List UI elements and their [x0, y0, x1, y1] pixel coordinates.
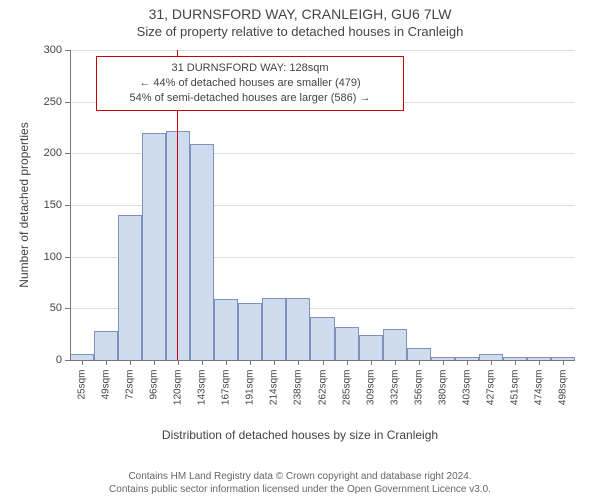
x-tick-label: 451sqm	[509, 370, 520, 420]
chart-subtitle: Size of property relative to detached ho…	[0, 22, 600, 39]
x-tick-label: 285sqm	[341, 370, 352, 420]
footer-line-2: Contains public sector information licen…	[0, 483, 600, 496]
y-axis-line	[70, 50, 71, 360]
y-tick-label: 100	[28, 251, 62, 263]
y-tick-label: 0	[28, 354, 62, 366]
x-tick-label: 498sqm	[557, 370, 568, 420]
annotation-line-1: 31 DURNSFORD WAY: 128sqm	[105, 61, 395, 76]
x-tick-label: 262sqm	[317, 370, 328, 420]
chart-title: 31, DURNSFORD WAY, CRANLEIGH, GU6 7LW	[0, 0, 600, 22]
annotation-line-2: ← 44% of detached houses are smaller (47…	[105, 76, 395, 91]
histogram-bar	[238, 303, 262, 360]
y-tick-label: 150	[28, 199, 62, 211]
x-tick-label: 25sqm	[77, 370, 88, 420]
x-tick-label: 356sqm	[413, 370, 424, 420]
histogram-bar	[262, 298, 286, 360]
x-tick-label: 214sqm	[269, 370, 280, 420]
histogram-bar	[335, 327, 359, 360]
x-tick-label: 72sqm	[125, 370, 136, 420]
histogram-bar	[310, 317, 334, 360]
histogram-bar	[407, 348, 431, 360]
histogram-bar	[142, 133, 166, 360]
x-axis-line	[70, 360, 575, 361]
chart-container: 31, DURNSFORD WAY, CRANLEIGH, GU6 7LW Si…	[0, 0, 600, 500]
histogram-bar	[286, 298, 310, 360]
y-tick-label: 300	[28, 44, 62, 56]
histogram-bar	[214, 299, 238, 360]
x-axis-title: Distribution of detached houses by size …	[0, 428, 600, 442]
x-tick-label: 238sqm	[293, 370, 304, 420]
y-tick-label: 50	[28, 302, 62, 314]
histogram-bar	[94, 331, 118, 360]
x-tick-label: 120sqm	[173, 370, 184, 420]
y-tick-label: 250	[28, 96, 62, 108]
x-tick-label: 427sqm	[485, 370, 496, 420]
histogram-bar	[359, 335, 383, 360]
chart-footer: Contains HM Land Registry data © Crown c…	[0, 470, 600, 496]
x-tick-label: 49sqm	[101, 370, 112, 420]
plot-area: 05010015020025030025sqm49sqm72sqm96sqm12…	[70, 50, 575, 360]
x-tick-label: 380sqm	[437, 370, 448, 420]
grid-line	[70, 50, 575, 51]
footer-line-1: Contains HM Land Registry data © Crown c…	[0, 470, 600, 483]
x-tick-label: 96sqm	[149, 370, 160, 420]
annotation-line-3: 54% of semi-detached houses are larger (…	[105, 91, 395, 106]
histogram-bar	[383, 329, 407, 360]
x-tick-label: 403sqm	[461, 370, 472, 420]
x-tick-label: 143sqm	[197, 370, 208, 420]
histogram-bar	[118, 215, 142, 360]
histogram-bar	[166, 131, 190, 360]
x-tick-label: 191sqm	[245, 370, 256, 420]
x-tick-label: 167sqm	[221, 370, 232, 420]
x-tick-label: 332sqm	[389, 370, 400, 420]
x-tick-label: 474sqm	[533, 370, 544, 420]
histogram-bar	[190, 144, 214, 360]
annotation-box: 31 DURNSFORD WAY: 128sqm← 44% of detache…	[96, 56, 404, 111]
y-tick-label: 200	[28, 147, 62, 159]
x-tick-label: 309sqm	[365, 370, 376, 420]
